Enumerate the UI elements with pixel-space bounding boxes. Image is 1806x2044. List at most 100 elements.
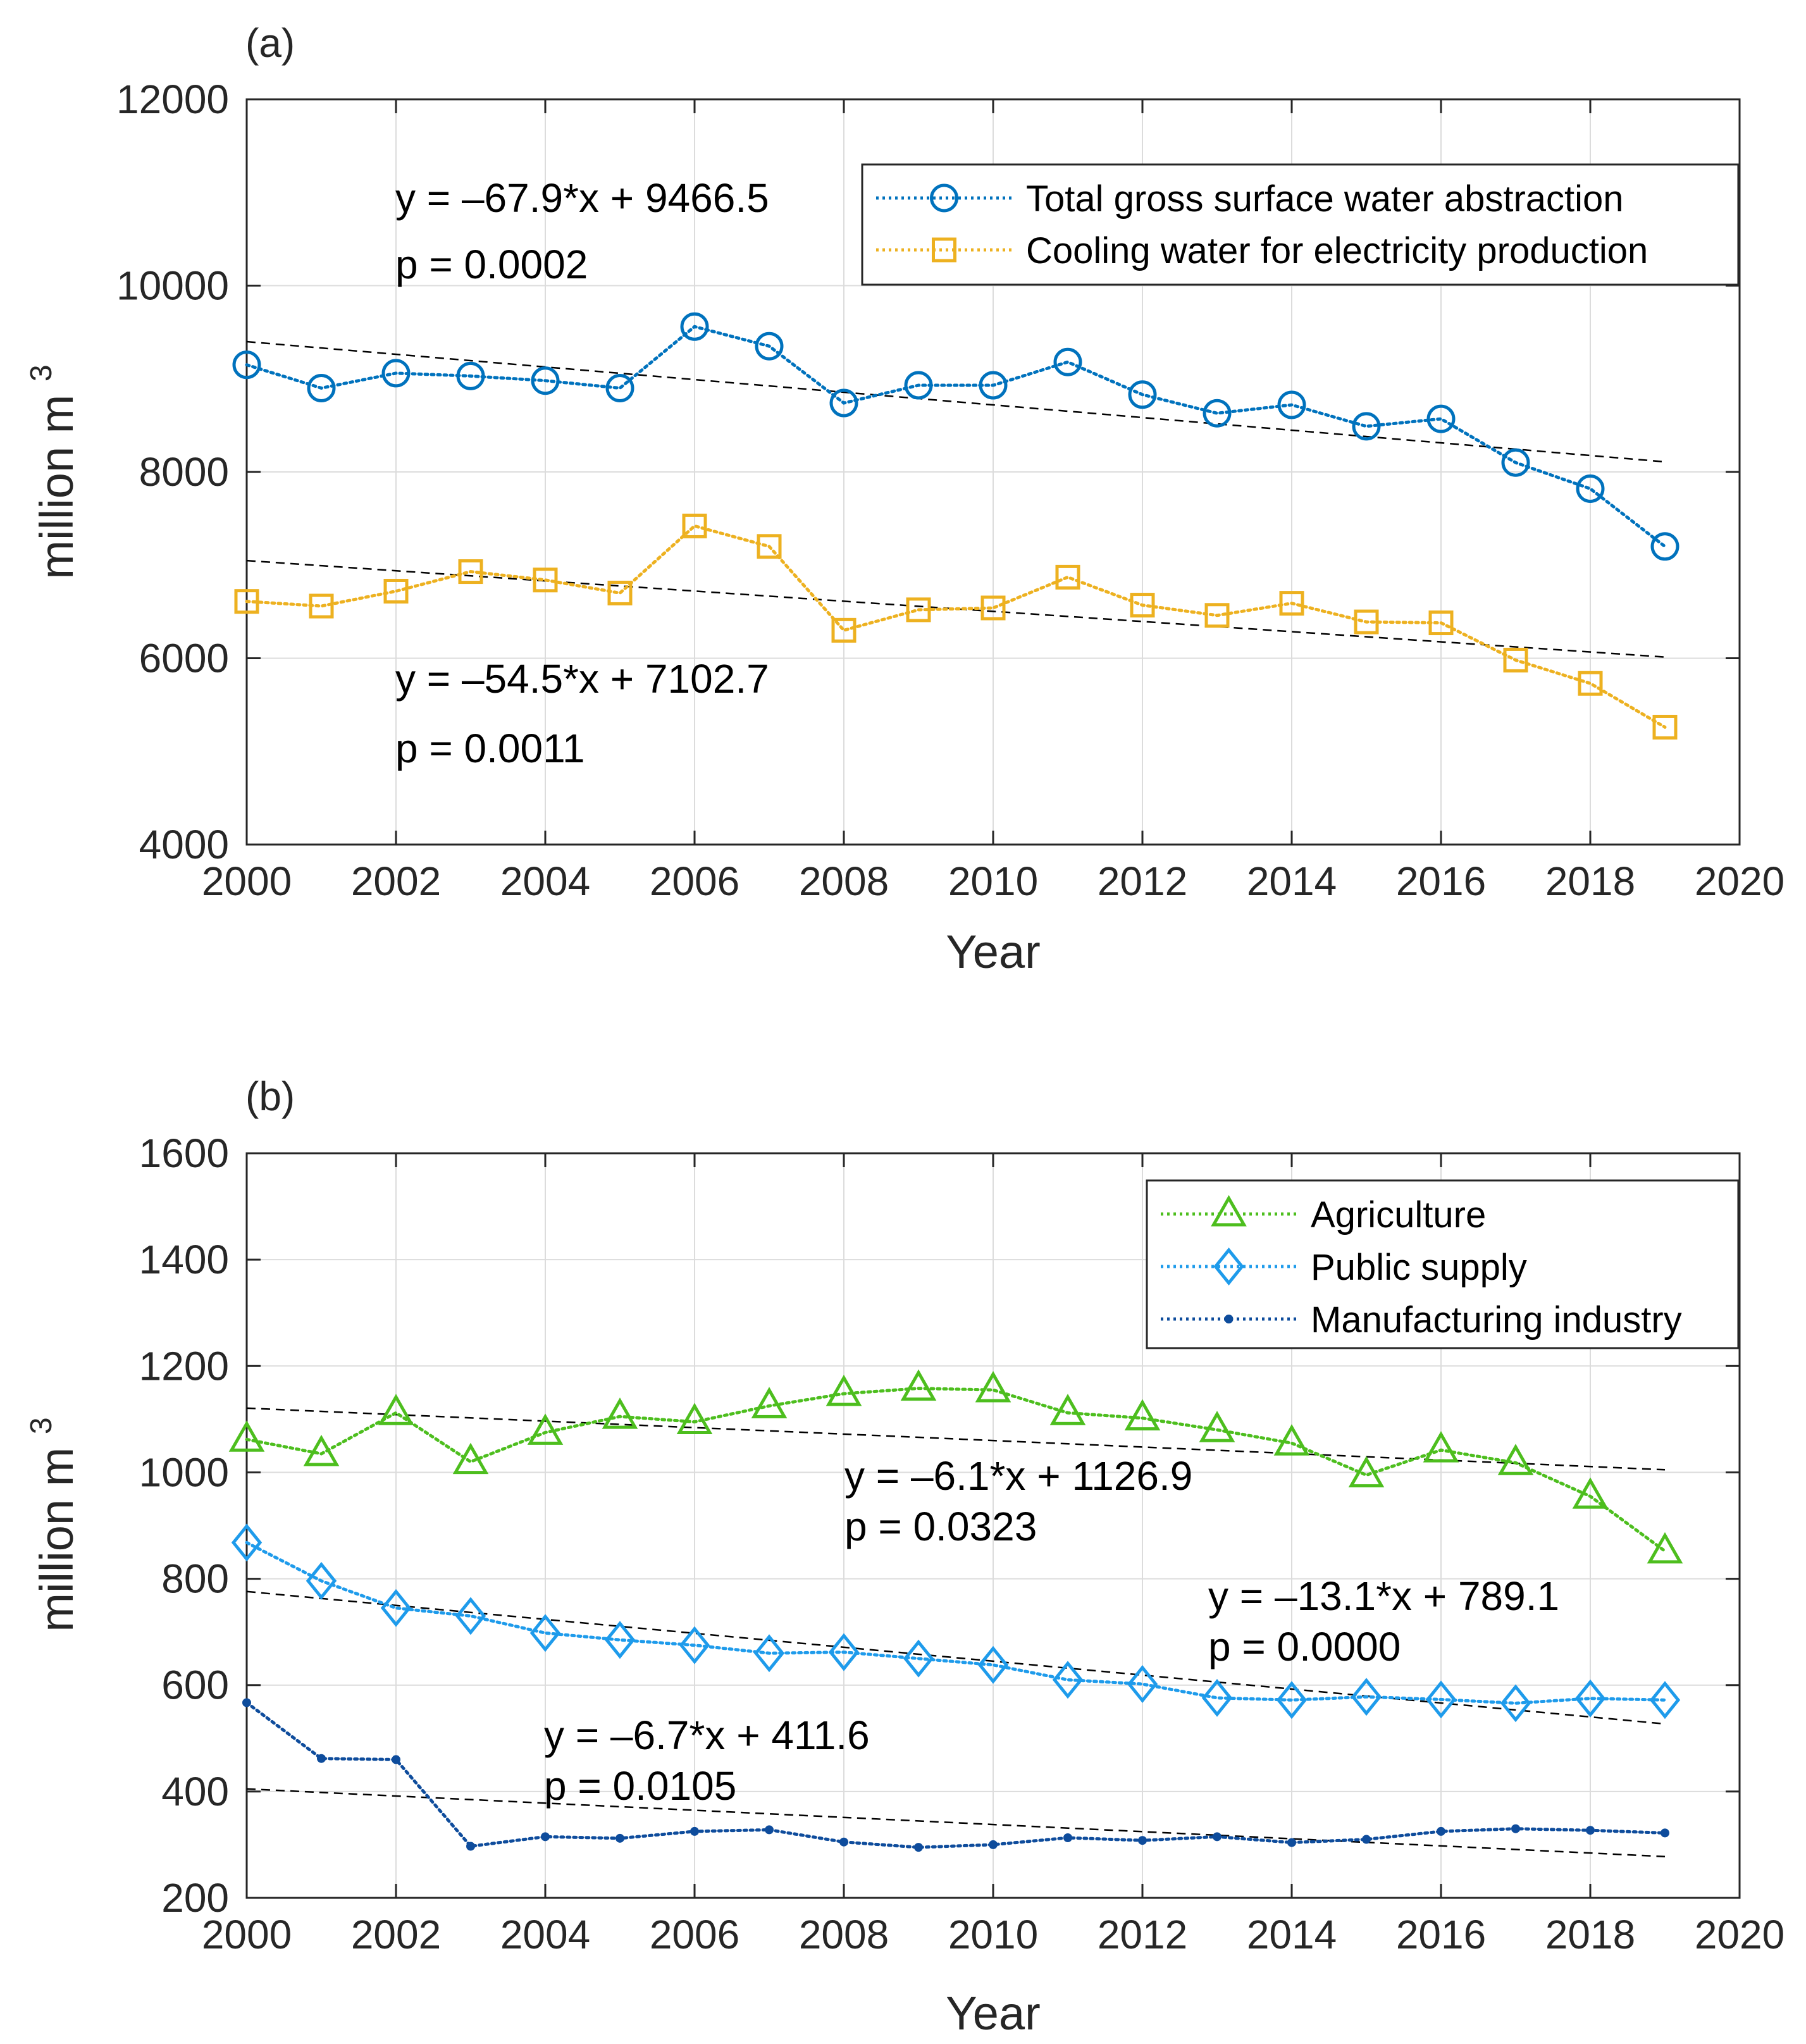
- panel-a-series-0-point-2005: [605, 373, 634, 402]
- panel-b-series-1-point-2005: [604, 1621, 636, 1659]
- panel-a-xtick-label-2008: 2008: [799, 858, 889, 904]
- panel-b-series-1-point-2002: [380, 1589, 412, 1627]
- panel-a-series-1-point-2012: [1130, 593, 1155, 618]
- panel-b-ylabel: million m 3: [25, 1417, 83, 1632]
- panel-a-series-0-point-2013: [1203, 399, 1232, 428]
- panel-b-equation-2: y = –6.7*x + 411.6: [544, 1713, 870, 1758]
- panel-a-series-0-point-2014: [1277, 390, 1306, 419]
- panel-a-series-1-point-2001: [309, 593, 334, 619]
- panel-b-xtick-label-2008: 2008: [799, 1912, 889, 1957]
- panel-b-xtick-label-2014: 2014: [1247, 1912, 1337, 1957]
- panel-b-legend-label-0: Agriculture: [1311, 1194, 1486, 1236]
- panel-a-pvalue-1: p = 0.0011: [395, 726, 585, 771]
- panel-b-series-1-point-2017: [1500, 1684, 1531, 1723]
- panel-b-label: (b): [245, 1074, 295, 1119]
- panel-b-series-0-point-2012: [1124, 1399, 1161, 1431]
- panel-b-series-2-point-2010: [989, 1840, 998, 1849]
- panel-b-equation-0: y = –6.1*x + 1126.9: [844, 1453, 1192, 1499]
- panel-a-series-0-point-2008: [829, 388, 858, 418]
- panel-b-series-0-point-2003: [452, 1442, 489, 1475]
- panel-a-series-1-point-2016: [1428, 610, 1454, 636]
- panel-b-series-0-point-2000: [228, 1420, 265, 1452]
- panel-b-series-2-point-2006: [690, 1826, 699, 1836]
- panel-b-series-2-point-2016: [1437, 1826, 1445, 1836]
- panel-a-ytick-label-10000: 10000: [116, 263, 229, 309]
- panel-b-series-1-point-2011: [1052, 1661, 1084, 1699]
- panel-a-ylabel: million m 3: [25, 364, 83, 579]
- panel-a-series-1-point-2014: [1279, 591, 1304, 616]
- panel-a-ytick-label-4000: 4000: [139, 822, 229, 867]
- panel-b-xtick-label-2006: 2006: [650, 1912, 739, 1957]
- panel-b-series-2-point-2004: [541, 1832, 550, 1842]
- panel-b-series-1-point-2019: [1649, 1681, 1681, 1719]
- panel-b-series-1-point-2003: [455, 1597, 486, 1635]
- panel-b-xtick-label-2010: 2010: [948, 1912, 1038, 1957]
- panel-a-series-0-point-2001: [307, 373, 336, 402]
- panel-a-series-0-point-2018: [1576, 474, 1605, 504]
- panel-b-series-0-point-2010: [975, 1371, 1011, 1403]
- panel-a-series-1-point-2000: [234, 589, 259, 614]
- panel-b-series-2-point-2013: [1213, 1832, 1222, 1842]
- panel-b-series-2-point-2007: [765, 1825, 774, 1835]
- panel-a-series-1-point-2009: [906, 597, 931, 622]
- panel-a-ytick-label-6000: 6000: [139, 636, 229, 681]
- panel-a-series-1-point-2013: [1204, 603, 1230, 628]
- panel-b-pvalue-1: p = 0.0000: [1208, 1624, 1401, 1669]
- panel-b-series-2-point-2018: [1586, 1826, 1595, 1835]
- panel-a-series-1-line: [245, 524, 1667, 729]
- panel-b-series-0-point-2014: [1273, 1424, 1310, 1456]
- panel-a-equation-1: y = –54.5*x + 7102.7: [395, 656, 769, 702]
- panel-a-xtick-label-2016: 2016: [1396, 858, 1486, 904]
- panel-b-series-1-point-2009: [903, 1639, 934, 1678]
- panel-b-ytick-label-600: 600: [161, 1663, 229, 1708]
- panel-a-xtick-label-2004: 2004: [500, 858, 590, 904]
- panel-a-pvalue-0: p = 0.0002: [395, 242, 588, 287]
- panel-b-series-0-point-2013: [1199, 1411, 1235, 1442]
- panel-a-series-1-point-2003: [458, 559, 483, 585]
- panel-b-series-2-point-2000: [242, 1698, 251, 1707]
- panel-b-series-2-point-2002: [392, 1755, 400, 1764]
- panel-b: 2000 2002 2004 2006 2008 2010 2012 2014 2016 2018…: [25, 1074, 1784, 2040]
- panel-b-equation-1: y = –13.1*x + 789.1: [1208, 1573, 1559, 1619]
- panel-a-xtick-label-2006: 2006: [650, 858, 739, 904]
- panel-b-series-1-point-2012: [1127, 1665, 1158, 1704]
- panel-b-series-1-point-2013: [1201, 1678, 1233, 1717]
- panel-b-series-1-point-2014: [1276, 1681, 1308, 1719]
- panel-a-series-0-point-2009: [904, 371, 933, 400]
- panel-a-xlabel: Year: [946, 926, 1041, 978]
- panel-a-series-0-point-2007: [755, 331, 784, 361]
- panel-a-series-0-point-2003: [456, 361, 485, 390]
- panel-a-series-1-point-2018: [1578, 671, 1603, 696]
- panel-b-series-2-point-2011: [1063, 1833, 1072, 1842]
- panel-b-series-1-point-2007: [753, 1634, 785, 1673]
- panel-a-series-0-point-2006: [680, 312, 709, 341]
- panel-b-ytick-label-200: 200: [161, 1875, 229, 1921]
- panel-b-series-0-point-2006: [676, 1403, 713, 1435]
- panel-b-series-0-point-2005: [602, 1397, 638, 1429]
- panel-b-xlabel: Year: [946, 1987, 1041, 2040]
- panel-b-series-2-point-2017: [1511, 1824, 1520, 1833]
- panel-b-series-1-line: [245, 1540, 1667, 1705]
- panel-b-legend-marker-2: [1224, 1315, 1234, 1323]
- panel-a-xtick-label-2010: 2010: [948, 858, 1038, 904]
- panel-a-legend-label-0: Total gross surface water abstraction: [1026, 178, 1624, 220]
- panel-a-series-0-point-2019: [1650, 532, 1679, 561]
- panel-b-series-0-point-2019: [1647, 1532, 1683, 1564]
- panel-a-series-1: [234, 513, 1678, 740]
- panel-b-series-0: [228, 1369, 1683, 1564]
- panel-a-xtick-label-2000: 2000: [202, 858, 292, 904]
- panel-b-legend-label-1: Public supply: [1311, 1247, 1527, 1288]
- panel-b-series-2-point-2019: [1661, 1828, 1669, 1838]
- panel-b-series-1-point-2008: [828, 1633, 860, 1671]
- panel-b-series-0-point-2007: [751, 1387, 788, 1418]
- panel-a-series-0: [232, 312, 1679, 561]
- panel-b-series-2-point-2012: [1138, 1836, 1147, 1845]
- panel-a-series-0-point-2011: [1053, 347, 1082, 376]
- panel-b-ytick-label-1400: 1400: [139, 1237, 229, 1282]
- panel-a-legend-box: [861, 163, 1740, 286]
- panel-b-legend-marker-0: [1211, 1194, 1247, 1227]
- panel-b-series-1-point-2006: [679, 1626, 710, 1664]
- panel-b-series-1-point-2010: [977, 1645, 1009, 1684]
- panel-b-series-2-point-2001: [317, 1754, 326, 1763]
- panel-a-series-1-point-2010: [980, 595, 1006, 621]
